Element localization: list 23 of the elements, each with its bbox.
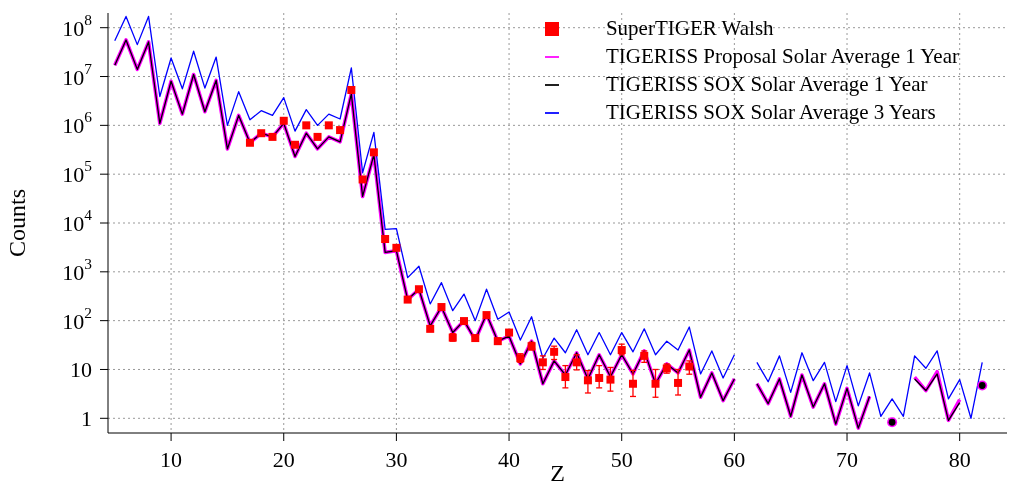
x-tick-label: 80	[948, 446, 971, 472]
x-axis-title: Z	[550, 460, 565, 486]
y-tick-label: 10$^{2}$	[62, 303, 92, 334]
legend-label: TIGERISS SOX Solar Average 1 Year	[605, 72, 928, 97]
legend-label: TIGERISS SOX Solar Average 3 Years	[605, 100, 936, 125]
x-tick-label: 10	[160, 446, 183, 472]
y-tick-label: 10$^{5}$	[62, 157, 93, 187]
x-tick-label: 40	[498, 446, 521, 472]
x-tick-label: 50	[610, 446, 633, 472]
legend-label: TIGERISS Proposal Solar Average 1 Year	[605, 44, 959, 69]
y-tick-label: 10$^{4}$	[62, 206, 93, 236]
y-tick-label: 10	[70, 356, 92, 382]
x-tick-label: 60	[723, 446, 746, 472]
x-tick-label: 20	[272, 446, 295, 472]
y-axis-title: Counts	[3, 188, 30, 258]
y-tick-label: 1	[81, 405, 92, 431]
legend-label: SuperTIGER Walsh	[605, 16, 774, 41]
x-tick-label: 70	[836, 446, 859, 472]
y-tick-label: 10$^{8}$	[62, 10, 93, 41]
y-tick-label: 10$^{3}$	[62, 254, 93, 285]
y-tick-label: 10$^{7}$	[62, 59, 93, 90]
x-tick-label: 30	[385, 446, 408, 472]
y-tick-label: 10$^{6}$	[62, 108, 93, 138]
